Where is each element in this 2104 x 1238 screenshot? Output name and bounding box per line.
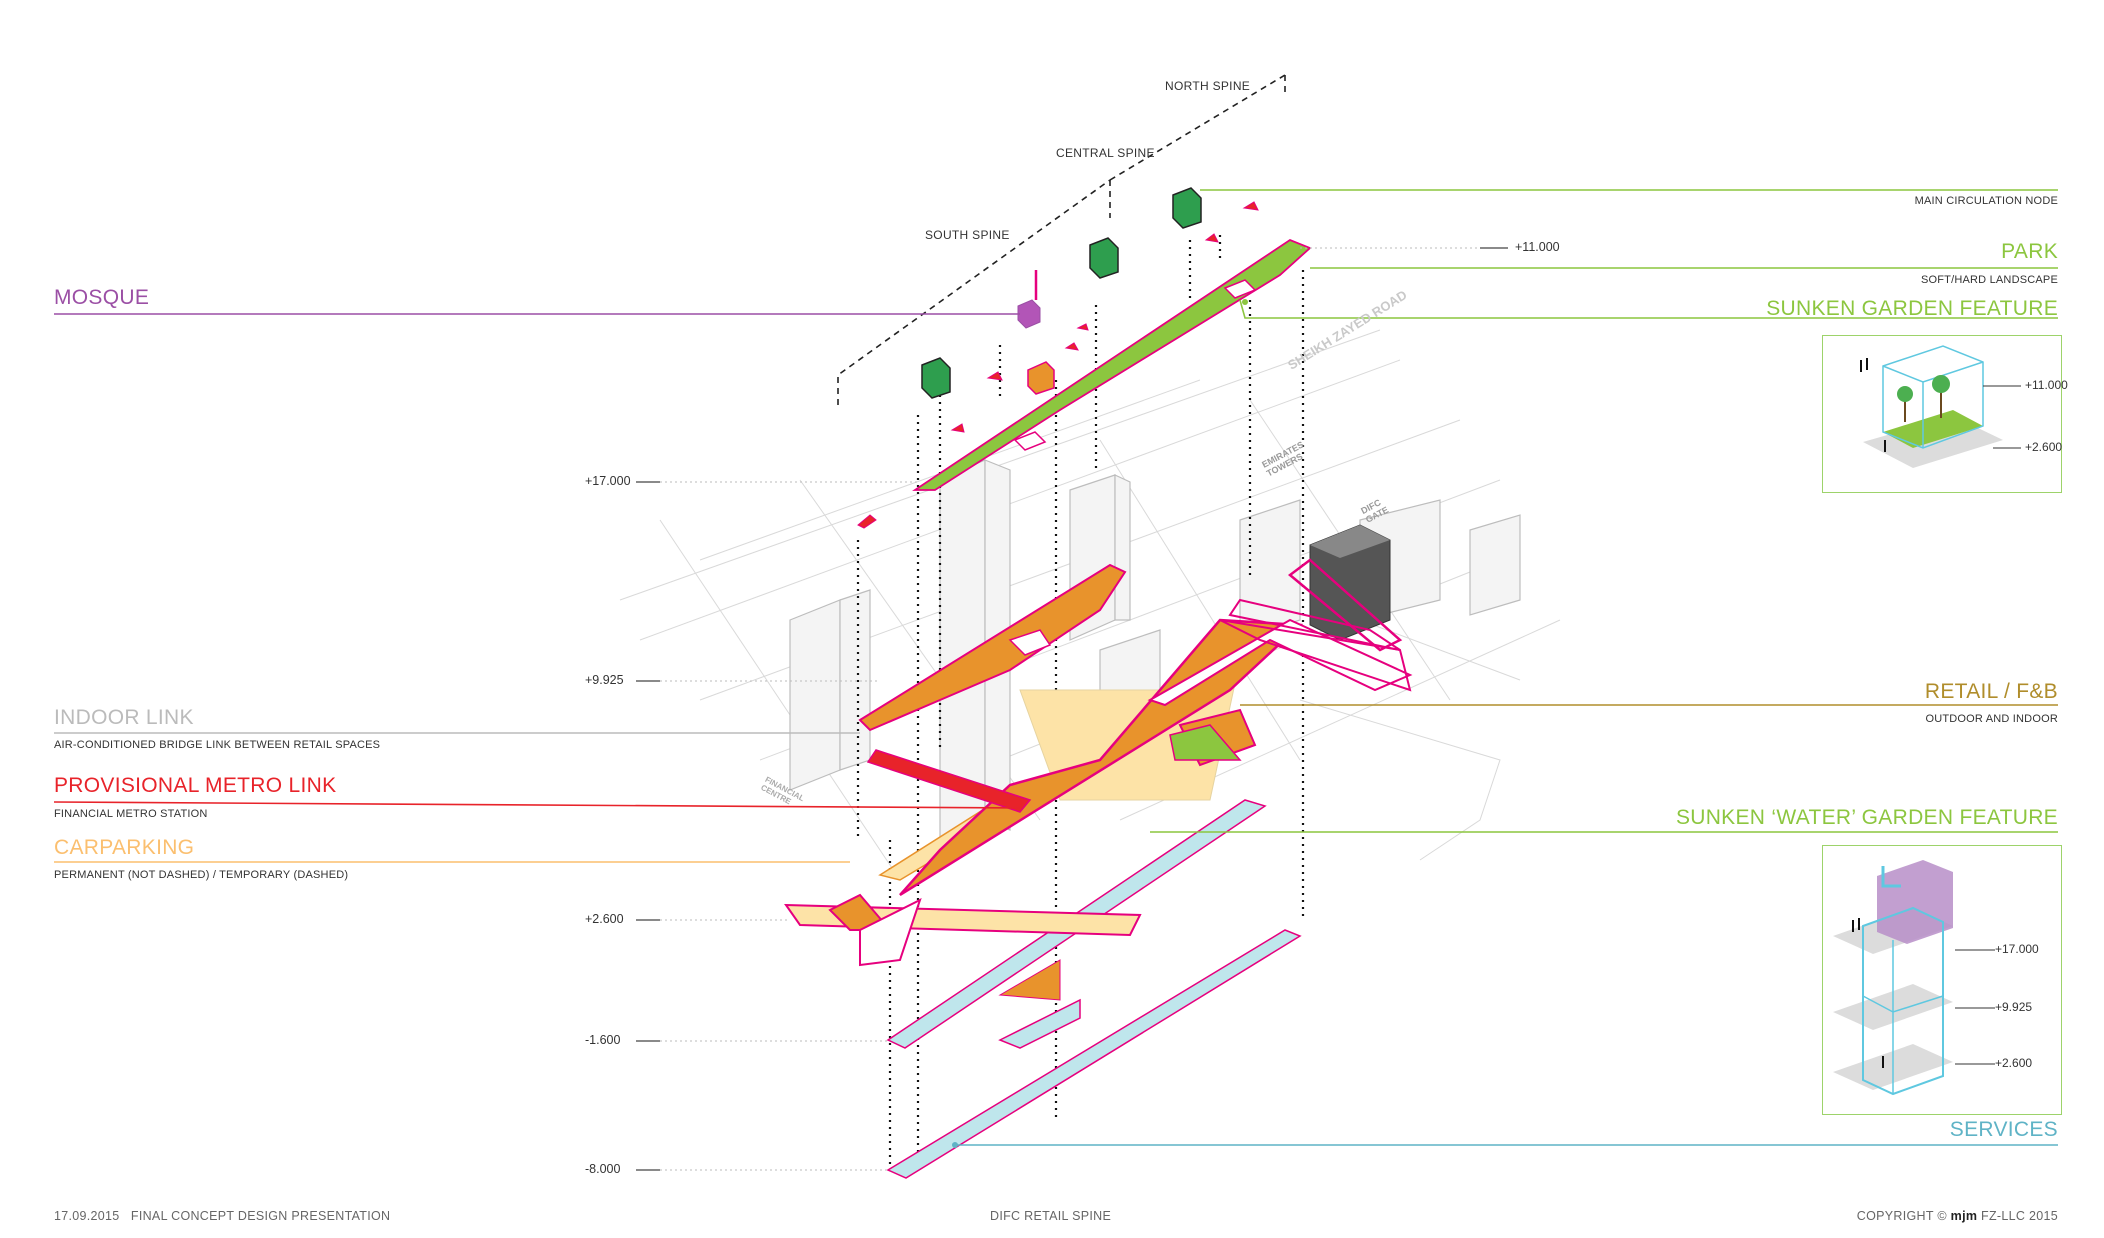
- legend-leaders: [53, 189, 2058, 1146]
- level-9925-plates: [899, 558, 1413, 897]
- orange-node: [1027, 361, 1055, 395]
- footer-copyright: COPYRIGHT ©: [1856, 1209, 1947, 1223]
- mosque-title: MOSQUE: [54, 286, 150, 309]
- retail-subtitle: OUTDOOR AND INDOOR: [1925, 713, 2058, 725]
- water-garden-title: SUNKEN ‘WATER’ GARDEN FEATURE: [1675, 806, 2058, 829]
- water-inset-mid: +9.925: [1995, 1000, 2033, 1014]
- metro-link-bridge: [866, 749, 1032, 813]
- water-inset-bottom: +2.600: [1995, 1056, 2033, 1070]
- main-node-subtitle: MAIN CIRCULATION NODE: [1914, 195, 2058, 207]
- footer-brand-logo: mjm: [1950, 1209, 1978, 1223]
- spine-lines: [837, 74, 1286, 405]
- footer-company: FZ-LLC 2015: [1981, 1209, 2058, 1223]
- mosque-cube: [1017, 299, 1041, 329]
- park-plate: [912, 238, 1312, 491]
- level-ticks: [636, 247, 1508, 1171]
- metro-link-subtitle: FINANCIAL METRO STATION: [54, 808, 208, 820]
- south-spine-label: SOUTH SPINE: [925, 228, 1010, 242]
- services-title: SERVICES: [1949, 1118, 2058, 1141]
- park-subtitle: SOFT/HARD LANDSCAPE: [1920, 274, 2058, 286]
- footer-project: DIFC RETAIL SPINE: [990, 1209, 1112, 1223]
- level-minus-1600: -1.600: [585, 1033, 621, 1047]
- sunken-garden-diagram: [1860, 345, 2021, 468]
- footer-presentation: FINAL CONCEPT DESIGN PRESENTATION: [130, 1209, 391, 1223]
- metro-link-title: PROVISIONAL METRO LINK: [54, 774, 337, 797]
- garden-inset-bottom: +2.600: [2025, 440, 2063, 454]
- red-markers: [857, 201, 1259, 529]
- carparking-subtitle: PERMANENT (NOT DASHED) / TEMPORARY (DASH…: [54, 869, 349, 881]
- services-dot: [952, 1142, 958, 1148]
- indoor-link-subtitle: AIR-CONDITIONED BRIDGE LINK BETWEEN RETA…: [54, 739, 381, 751]
- north-spine-label: NORTH SPINE: [1165, 79, 1251, 93]
- footer-left: 17.09.2015 FINAL CONCEPT DESIGN PRESENTA…: [54, 1209, 390, 1223]
- level-11000: +11.000: [1515, 240, 1560, 254]
- garden-inset-top: +11.000: [2025, 378, 2068, 392]
- central-spine-label: CENTRAL SPINE: [1056, 146, 1155, 160]
- park-title: PARK: [2001, 240, 2058, 263]
- carparking-title: CARPARKING: [54, 836, 195, 859]
- difc-gate-building: [1309, 524, 1391, 641]
- level-9925: +9.925: [585, 673, 624, 687]
- sunken-garden-inset: +11.000 +2.600: [1822, 335, 2068, 493]
- retail-title: RETAIL / F&B: [1924, 680, 2058, 703]
- sunken-garden-title: SUNKEN GARDEN FEATURE: [1766, 297, 2058, 320]
- water-inset-top: +17.000: [1995, 942, 2039, 956]
- services-orange-insert: [998, 959, 1061, 1001]
- water-garden-diagram: [1833, 860, 1995, 1096]
- indoor-link-title: INDOOR LINK: [54, 706, 194, 729]
- level-2600: +2.600: [585, 912, 624, 926]
- level-minus-8000: -8.000: [585, 1162, 621, 1176]
- footer-date: 17.09.2015: [54, 1209, 120, 1223]
- water-garden-inset: +17.000 +9.925 +2.600: [1822, 845, 2062, 1115]
- level-17000: +17.000: [585, 474, 631, 488]
- level-dotted: [660, 247, 1480, 1171]
- footer-right: COPYRIGHT © mjm FZ-LLC 2015: [1857, 1209, 2058, 1223]
- sunken-garden-dot: [1242, 299, 1248, 305]
- level-retail-upper: [858, 563, 1127, 732]
- circulation-node-cubes: [921, 187, 1202, 399]
